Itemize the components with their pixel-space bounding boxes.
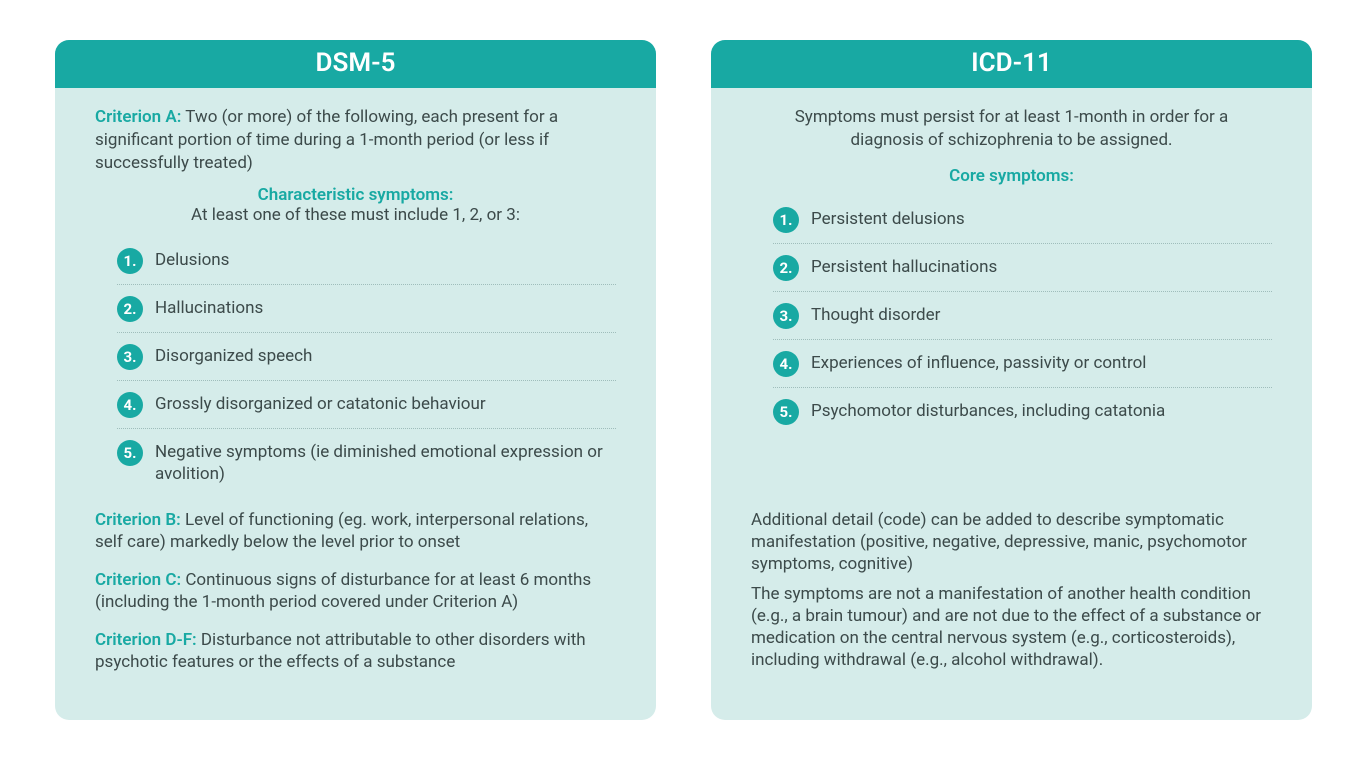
symptom-text: Negative symptoms (ie diminished emotion… <box>155 439 616 485</box>
symptom-item: 1. Delusions <box>117 237 616 285</box>
symptom-text: Hallucinations <box>155 295 263 319</box>
symptom-item: 4. Experiences of influence, passivity or… <box>773 340 1272 388</box>
number-badge: 1. <box>773 207 799 233</box>
symptom-item: 4. Grossly disorganized or catatonic beha… <box>117 381 616 429</box>
icd11-note: Additional detail (code) can be added to… <box>751 509 1272 575</box>
dsm5-criteria-block: Criterion B: Level of functioning (eg. w… <box>95 509 616 674</box>
symptom-text: Thought disorder <box>811 302 940 326</box>
dsm5-header: DSM-5 <box>55 40 656 88</box>
number-badge: 2. <box>117 296 143 322</box>
core-symptoms-heading: Core symptoms: <box>751 166 1272 186</box>
criterion: Criterion C: Continuous signs of disturb… <box>95 569 616 613</box>
symptom-text: Experiences of influence, passivity or c… <box>811 350 1146 374</box>
number-badge: 5. <box>773 399 799 425</box>
characteristic-symptoms-heading: Characteristic symptoms: <box>95 185 616 205</box>
icd11-symptoms-list: 1. Persistent delusions 2. Persistent hallu… <box>751 196 1272 435</box>
icd11-panel: ICD-11 Symptoms must persist for at leas… <box>711 40 1312 720</box>
symptom-item: 2. Hallucinations <box>117 285 616 333</box>
dsm5-symptoms-list: 1. Delusions 2. Hallucinations 3. Disorganize… <box>95 237 616 495</box>
characteristic-symptoms-note: At least one of these must include 1, 2,… <box>95 205 616 225</box>
symptom-text: Grossly disorganized or catatonic behavi… <box>155 391 486 415</box>
number-badge: 3. <box>773 303 799 329</box>
symptom-item: 3. Disorganized speech <box>117 333 616 381</box>
criterion: Criterion B: Level of functioning (eg. w… <box>95 509 616 553</box>
number-badge: 4. <box>773 351 799 377</box>
criterion-label: Criterion D-F: <box>95 630 197 650</box>
criterion: Criterion D-F: Disturbance not attributa… <box>95 629 616 673</box>
criterion-a: Criterion A: Two (or more) of the follow… <box>95 106 616 175</box>
dsm5-panel: DSM-5 Criterion A: Two (or more) of the … <box>55 40 656 720</box>
symptom-item: 3. Thought disorder <box>773 292 1272 340</box>
symptom-text: Persistent delusions <box>811 206 965 230</box>
symptom-item: 5. Psychomotor disturbances, including ca… <box>773 388 1272 435</box>
symptom-item: 5. Negative symptoms (ie diminished emoti… <box>117 429 616 495</box>
symptom-text: Delusions <box>155 247 229 271</box>
number-badge: 2. <box>773 255 799 281</box>
icd11-notes-block: Additional detail (code) can be added to… <box>751 509 1272 672</box>
symptom-text: Psychomotor disturbances, including cata… <box>811 398 1165 422</box>
criterion-label: Criterion B: <box>95 510 181 530</box>
criterion-a-label: Criterion A: <box>95 107 181 127</box>
symptom-item: 2. Persistent hallucinations <box>773 244 1272 292</box>
number-badge: 3. <box>117 344 143 370</box>
number-badge: 4. <box>117 392 143 418</box>
symptom-text: Persistent hallucinations <box>811 254 997 278</box>
criterion-label: Criterion C: <box>95 570 181 590</box>
comparison-container: DSM-5 Criterion A: Two (or more) of the … <box>55 40 1312 720</box>
symptom-text: Disorganized speech <box>155 343 312 367</box>
number-badge: 1. <box>117 248 143 274</box>
icd11-note: The symptoms are not a manifestation of … <box>751 583 1272 671</box>
number-badge: 5. <box>117 440 143 466</box>
icd11-header: ICD-11 <box>711 40 1312 88</box>
icd11-intro: Symptoms must persist for at least 1-mon… <box>751 106 1272 152</box>
dsm5-body: Criterion A: Two (or more) of the follow… <box>55 88 656 720</box>
icd11-body: Symptoms must persist for at least 1-mon… <box>711 88 1312 720</box>
symptom-item: 1. Persistent delusions <box>773 196 1272 244</box>
